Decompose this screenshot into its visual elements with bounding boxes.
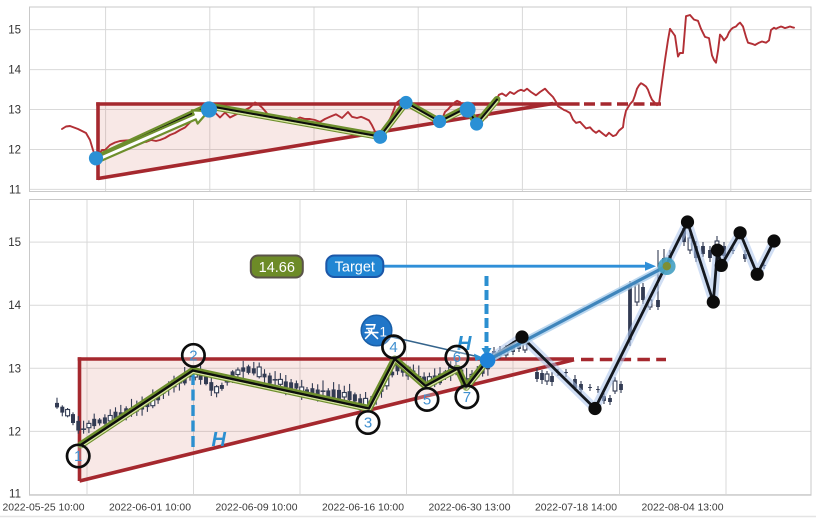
svg-text:13: 13: [8, 363, 21, 375]
svg-text:11: 11: [9, 489, 21, 501]
svg-text:H: H: [457, 333, 472, 355]
svg-text:2: 2: [189, 347, 197, 364]
svg-text:14: 14: [8, 300, 21, 312]
svg-text:15: 15: [8, 237, 21, 249]
svg-text:2022-06-16 10:00: 2022-06-16 10:00: [322, 503, 404, 514]
svg-text:12: 12: [8, 426, 21, 438]
svg-text:H: H: [212, 429, 227, 451]
svg-text:14: 14: [8, 65, 21, 77]
svg-text:7: 7: [463, 389, 471, 406]
svg-text:1: 1: [380, 325, 388, 340]
svg-text:2022-07-18 14:00: 2022-07-18 14:00: [535, 503, 617, 514]
svg-text:15: 15: [8, 25, 21, 37]
svg-text:3: 3: [364, 415, 372, 432]
svg-text:14.66: 14.66: [259, 260, 295, 276]
svg-text:2022-06-09 10:00: 2022-06-09 10:00: [215, 503, 297, 514]
svg-text:12: 12: [8, 145, 21, 157]
svg-text:2022-05-25 10:00: 2022-05-25 10:00: [2, 503, 84, 514]
svg-text:4: 4: [389, 339, 397, 356]
svg-text:Target: Target: [335, 260, 375, 276]
svg-text:2022-06-30 13:00: 2022-06-30 13:00: [428, 503, 510, 514]
svg-text:11: 11: [9, 184, 21, 196]
svg-text:2022-06-01 10:00: 2022-06-01 10:00: [109, 503, 191, 514]
svg-text:2022-08-04 13:00: 2022-08-04 13:00: [641, 503, 723, 514]
svg-text:5: 5: [423, 391, 431, 408]
svg-text:6: 6: [453, 349, 461, 366]
svg-text:1: 1: [74, 448, 82, 465]
svg-text:13: 13: [8, 105, 21, 117]
